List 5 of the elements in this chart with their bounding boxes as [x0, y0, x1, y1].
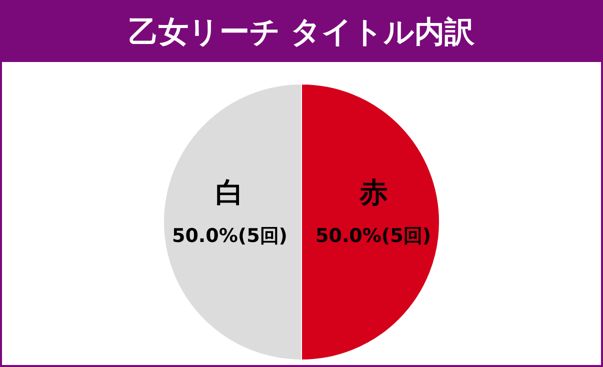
chart-title: 乙女リーチ タイトル内訳 [128, 15, 476, 50]
slice-label: 白 [216, 176, 244, 209]
slice-label: 赤 [358, 176, 388, 209]
data-label: 50.0%(5回) [172, 225, 288, 247]
data-label: 50.0%(5回) [316, 225, 432, 247]
